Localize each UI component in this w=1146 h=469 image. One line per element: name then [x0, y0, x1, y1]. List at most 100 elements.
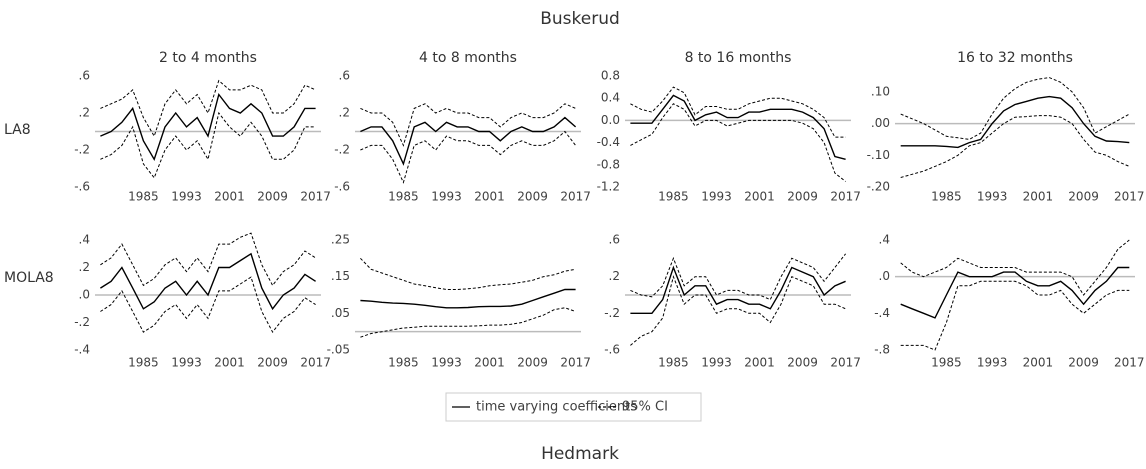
- y-tick-label: -.4: [74, 343, 90, 357]
- y-tick-label: 0.0: [601, 113, 620, 127]
- ci-line: [100, 111, 316, 179]
- x-tick-label: 2009: [257, 356, 288, 370]
- ci-line: [360, 103, 576, 147]
- panel-title: 4 to 8 months: [419, 50, 517, 66]
- y-tick-label: .6: [339, 69, 350, 83]
- legend-label: time varying coefficients: [476, 400, 637, 415]
- ci-line: [630, 103, 846, 182]
- x-tick-label: 2001: [474, 356, 505, 370]
- next-title: Hedmark: [541, 444, 619, 464]
- y-tick-label: -.6: [604, 343, 620, 357]
- panel-title: 8 to 16 months: [685, 50, 792, 66]
- y-tick-label: -.05: [327, 343, 350, 357]
- y-tick-label: .6: [79, 69, 90, 83]
- y-tick-label: -0.8: [597, 157, 620, 171]
- y-tick-label: -.2: [74, 315, 90, 329]
- y-tick-label: .10: [871, 84, 890, 98]
- y-tick-label: -1.2: [597, 180, 620, 194]
- ci-line: [100, 79, 316, 138]
- x-tick-label: 1993: [431, 356, 462, 370]
- y-tick-label: .2: [339, 106, 350, 120]
- x-tick-label: 1993: [701, 190, 732, 204]
- y-tick-label: .4: [79, 233, 90, 247]
- y-tick-label: .2: [79, 260, 90, 274]
- x-tick-label: 1993: [431, 190, 462, 204]
- y-tick-label: 0.8: [601, 69, 620, 83]
- y-tick-label: .2: [609, 269, 620, 283]
- x-tick-label: 2017: [560, 190, 591, 204]
- x-tick-label: 2017: [830, 356, 861, 370]
- ci-line: [360, 130, 576, 184]
- x-tick-label: 1985: [658, 356, 689, 370]
- y-tick-label: .15: [331, 269, 350, 283]
- coefficient-line: [630, 94, 846, 160]
- legend-label: 95% CI: [622, 400, 668, 415]
- ci-line: [900, 280, 1130, 351]
- coefficient-line: [360, 288, 576, 309]
- y-tick-label: -.10: [867, 148, 890, 162]
- coefficient-line: [900, 95, 1130, 149]
- y-tick-label: -.2: [334, 143, 350, 157]
- x-tick-label: 1993: [977, 356, 1008, 370]
- ci-line: [900, 77, 1130, 140]
- x-tick-label: 1985: [658, 190, 689, 204]
- ci-line: [100, 276, 316, 334]
- x-tick-label: 2017: [300, 190, 331, 204]
- x-tick-label: 1985: [388, 190, 419, 204]
- x-tick-label: 1985: [128, 356, 159, 370]
- x-tick-label: 2001: [744, 356, 775, 370]
- y-tick-label: 0.4: [601, 91, 620, 105]
- y-tick-label: -0.4: [597, 135, 620, 149]
- ci-line: [630, 253, 846, 301]
- legend-box: [445, 392, 702, 422]
- y-tick-label: -.20: [867, 180, 890, 194]
- panel-title: 2 to 4 months: [159, 50, 257, 66]
- y-tick-label: -.2: [74, 143, 90, 157]
- ci-line: [360, 257, 576, 290]
- ci-line: [900, 239, 1130, 296]
- x-tick-label: 2001: [474, 190, 505, 204]
- coefficient-line: [100, 92, 316, 161]
- coefficient-line: [900, 266, 1130, 319]
- x-tick-label: 1993: [171, 190, 202, 204]
- x-tick-label: 2009: [787, 356, 818, 370]
- y-tick-label: .6: [609, 233, 620, 247]
- x-tick-label: 2009: [1068, 190, 1099, 204]
- y-tick-label: .00: [871, 116, 890, 130]
- x-tick-label: 1985: [128, 190, 159, 204]
- x-tick-label: 2001: [1023, 190, 1054, 204]
- x-tick-label: 2017: [300, 356, 331, 370]
- x-tick-label: 2009: [517, 190, 548, 204]
- y-tick-label: -.8: [874, 343, 890, 357]
- y-tick-label: -.4: [874, 306, 890, 320]
- x-tick-label: 2017: [830, 190, 861, 204]
- panel-title: 16 to 32 months: [957, 50, 1073, 66]
- x-tick-label: 1985: [931, 356, 962, 370]
- coefficient-line: [630, 265, 846, 314]
- y-tick-label: -.2: [604, 306, 620, 320]
- y-tick-label: .25: [331, 233, 350, 247]
- y-tick-label: .0: [879, 269, 890, 283]
- x-tick-label: 2001: [744, 190, 775, 204]
- ci-line: [900, 115, 1130, 178]
- coefficient-line: [360, 116, 577, 166]
- x-tick-label: 2009: [1068, 356, 1099, 370]
- x-tick-label: 2017: [1114, 356, 1145, 370]
- ci-line: [630, 275, 846, 346]
- row-label: LA8: [4, 122, 31, 138]
- y-tick-label: .05: [331, 306, 350, 320]
- x-tick-label: 1985: [931, 190, 962, 204]
- y-tick-label: .2: [79, 106, 90, 120]
- ci-line: [630, 86, 846, 138]
- x-tick-label: 2001: [214, 190, 245, 204]
- x-tick-label: 2009: [517, 356, 548, 370]
- coefficient-line: [100, 252, 316, 311]
- x-tick-label: 1985: [388, 356, 419, 370]
- y-tick-label: -.6: [74, 180, 90, 194]
- row-label: MOLA8: [4, 270, 54, 286]
- y-tick-label: .4: [879, 233, 890, 247]
- y-tick-label: -.6: [334, 180, 350, 194]
- x-tick-label: 1993: [977, 190, 1008, 204]
- figure-title: Buskerud: [540, 9, 620, 29]
